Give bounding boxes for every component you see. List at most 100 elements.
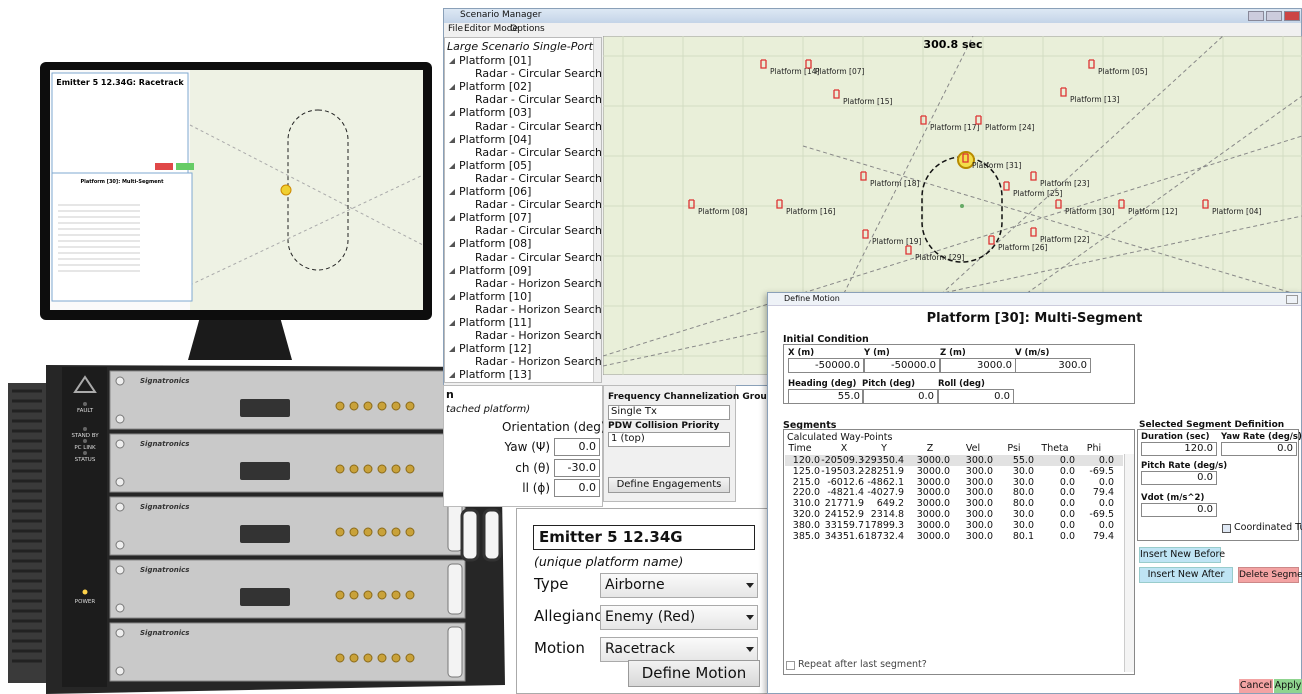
module-port bbox=[363, 401, 373, 411]
field-input[interactable]: 0.0 bbox=[1141, 503, 1217, 517]
emitter-dropdown[interactable]: Enemy (Red) bbox=[600, 605, 758, 630]
checkbox[interactable] bbox=[786, 661, 795, 670]
tree-platform[interactable]: Platform [12] bbox=[459, 342, 532, 356]
window-control[interactable] bbox=[1266, 11, 1282, 21]
channel-select[interactable]: Single Tx bbox=[608, 405, 730, 420]
menu-item[interactable]: Options bbox=[510, 24, 545, 34]
tree-radar[interactable]: Radar - Circular Search bbox=[475, 250, 602, 264]
tree-radar[interactable]: Radar - Circular Search bbox=[475, 119, 602, 133]
insert-before-button[interactable]: Insert New Before bbox=[1139, 547, 1225, 563]
checkbox-label: Repeat after last segment? bbox=[798, 659, 927, 670]
tree-platform[interactable]: Platform [13] bbox=[459, 368, 532, 382]
platform-label: Platform [07] bbox=[815, 67, 864, 76]
column-header: Time bbox=[788, 443, 812, 454]
field-input[interactable]: 3000.0 bbox=[940, 358, 1016, 373]
tree-radar[interactable]: Radar - Circular Search bbox=[475, 198, 602, 212]
emitter-dropdown[interactable]: Airborne bbox=[600, 573, 758, 598]
tree-platform[interactable]: Platform [08] bbox=[459, 237, 532, 251]
tree-radar[interactable]: Radar - Circular Search bbox=[475, 93, 602, 107]
tree-radar[interactable]: Radar - Circular Search bbox=[475, 224, 602, 238]
menu-item[interactable]: File bbox=[448, 24, 464, 34]
tree-radar[interactable]: Radar - Horizon Search bbox=[475, 302, 602, 316]
table-cell: 300.0 bbox=[965, 465, 993, 477]
field-input[interactable]: 0.0 bbox=[862, 389, 938, 404]
module-screw bbox=[115, 502, 125, 512]
rack-handle bbox=[482, 508, 502, 562]
emitter-dropdown[interactable]: Racetrack bbox=[600, 637, 758, 662]
dialog-close[interactable] bbox=[1286, 295, 1298, 304]
field-input[interactable]: 55.0 bbox=[788, 389, 864, 404]
tree-platform[interactable]: Platform [10] bbox=[459, 289, 532, 303]
table-cell: 3000.0 bbox=[916, 530, 950, 542]
channel-button[interactable]: Define Engagements bbox=[608, 477, 730, 493]
tree-platform[interactable]: Platform [07] bbox=[459, 211, 532, 225]
module-port bbox=[349, 527, 359, 537]
checkbox-label: Coordinated Turn bbox=[1234, 522, 1302, 533]
field-input[interactable]: 300.0 bbox=[1015, 358, 1091, 373]
tree-platform[interactable]: Platform [04] bbox=[459, 132, 532, 146]
tree-platform[interactable]: Platform [05] bbox=[459, 158, 532, 172]
orientation-input[interactable]: 0.0 bbox=[554, 479, 600, 497]
window-control[interactable] bbox=[1284, 11, 1300, 21]
table-cell: 24152.9 bbox=[824, 509, 864, 520]
table-cell: 300.0 bbox=[965, 487, 993, 499]
table-cell: 300.0 bbox=[965, 519, 993, 531]
table-cell: 300.0 bbox=[965, 509, 993, 520]
tree-platform[interactable]: Platform [09] bbox=[459, 263, 532, 277]
tree-platform[interactable]: Platform [06] bbox=[459, 185, 532, 198]
field-input[interactable]: 0.0 bbox=[1221, 442, 1297, 456]
orientation-input[interactable]: 0.0 bbox=[554, 438, 600, 456]
module-port bbox=[349, 464, 359, 474]
field-input[interactable]: -50000.0 bbox=[864, 358, 940, 373]
monitor-panel bbox=[51, 72, 189, 174]
menu-item[interactable]: Editor Mode bbox=[464, 24, 519, 34]
rack-handle bbox=[460, 508, 480, 562]
field-input[interactable]: -50000.0 bbox=[788, 358, 864, 373]
tree-platform[interactable]: Platform [02] bbox=[459, 80, 532, 94]
column-header: X bbox=[840, 443, 848, 454]
row-highlight[interactable] bbox=[785, 455, 1123, 466]
checkbox[interactable] bbox=[1222, 524, 1231, 533]
tree-radar[interactable]: Radar - Horizon Search bbox=[475, 355, 602, 369]
field-input[interactable]: 0.0 bbox=[938, 389, 1014, 404]
channel-select[interactable]: 1 (top) bbox=[608, 432, 730, 447]
tree-radar[interactable]: Radar - Circular Search bbox=[475, 145, 602, 159]
field-input[interactable]: 0.0 bbox=[1141, 471, 1217, 485]
module-port bbox=[349, 401, 359, 411]
apply-button[interactable]: Apply bbox=[1274, 679, 1302, 693]
table-cell: 0.0 bbox=[1098, 476, 1114, 488]
field-input[interactable]: 120.0 bbox=[1141, 442, 1217, 456]
tree-radar[interactable]: Radar - Circular Search bbox=[475, 67, 602, 81]
tree-platform[interactable]: Platform [11] bbox=[459, 316, 532, 329]
window-control[interactable] bbox=[1248, 11, 1264, 21]
platform-label: Platform [08] bbox=[698, 207, 747, 216]
emitter-name[interactable]: Emitter 5 12.34G bbox=[533, 525, 755, 550]
table-cell: 310.0 bbox=[792, 498, 820, 510]
delete-button[interactable]: Delete Segment bbox=[1238, 567, 1302, 583]
field-label: Yaw Rate (deg/s) bbox=[1221, 432, 1302, 442]
orientation-input[interactable]: -30.0 bbox=[554, 458, 600, 477]
module-screw bbox=[115, 628, 125, 638]
module-screw bbox=[115, 565, 125, 575]
module-port bbox=[377, 653, 387, 663]
platform-icon bbox=[776, 199, 783, 209]
insert-after-button[interactable]: Insert New After bbox=[1139, 567, 1233, 583]
tree-radar[interactable]: Radar - Horizon Search bbox=[475, 329, 602, 343]
platform-icon bbox=[1055, 199, 1062, 209]
module-port bbox=[363, 653, 373, 663]
tree-radar[interactable]: Radar - Circular Search bbox=[475, 171, 602, 185]
tree-root[interactable]: Large Scenario Single-Port bbox=[447, 40, 593, 53]
tree-expander bbox=[449, 162, 455, 169]
section-title: Segments bbox=[783, 420, 837, 431]
indicator-led bbox=[83, 451, 87, 455]
tree-radar[interactable]: Radar - Horizon Search bbox=[475, 276, 602, 290]
rack-side bbox=[8, 383, 46, 683]
tree-platform[interactable]: Platform [01] bbox=[459, 54, 532, 67]
define-motion-button[interactable]: Define Motion bbox=[628, 660, 760, 687]
tree-platform[interactable]: Platform [03] bbox=[459, 106, 532, 120]
table-cell: 0.0 bbox=[1059, 519, 1075, 531]
tree-expander bbox=[449, 241, 455, 248]
module-screw bbox=[115, 540, 125, 550]
table-cell: 0.0 bbox=[1059, 498, 1075, 510]
cancel-button[interactable]: Cancel bbox=[1239, 679, 1273, 693]
